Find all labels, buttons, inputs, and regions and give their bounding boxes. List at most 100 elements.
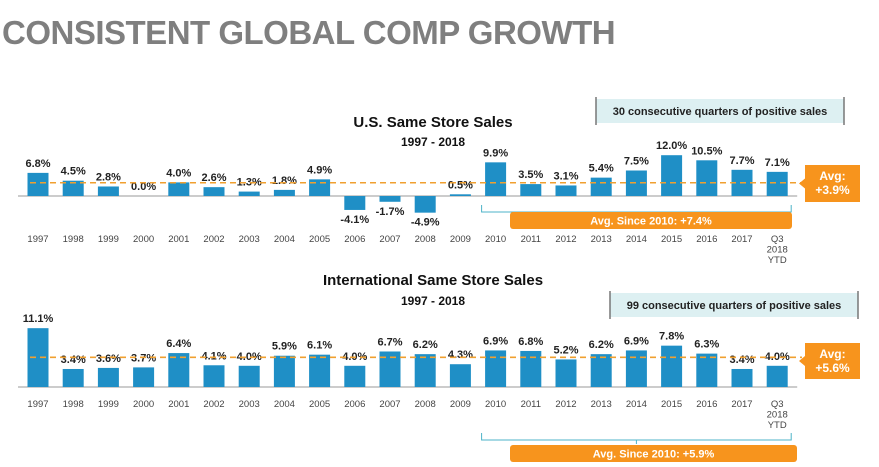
data-label: 7.8% xyxy=(659,331,684,343)
bar xyxy=(590,177,612,196)
bar xyxy=(520,184,542,196)
bar xyxy=(696,160,718,196)
bar xyxy=(449,194,471,196)
bar xyxy=(238,191,260,196)
tick-label: 2007 xyxy=(379,399,400,410)
tick-label: 2003 xyxy=(239,399,260,410)
data-label: 10.5% xyxy=(691,145,722,157)
data-label: 3.6% xyxy=(96,353,121,365)
tick-label: 2005 xyxy=(309,234,330,245)
tick-label: 2008 xyxy=(415,399,436,410)
tick-label: 2013 xyxy=(591,234,612,245)
data-label: 4.0% xyxy=(765,351,790,363)
data-label: 7.1% xyxy=(765,157,790,169)
data-label: 6.8% xyxy=(25,158,50,170)
bar xyxy=(309,179,331,196)
bar xyxy=(62,368,84,387)
since-2010-label: Avg. Since 2010: +7.4% xyxy=(590,216,712,228)
tick-label: 2016 xyxy=(696,234,717,245)
bar xyxy=(273,355,295,387)
average-badge-value: +5.6% xyxy=(815,361,850,375)
tick-label: 1998 xyxy=(63,399,84,410)
tick-label: 1999 xyxy=(98,399,119,410)
data-label: 6.7% xyxy=(377,336,402,348)
data-label: 7.7% xyxy=(729,155,754,167)
chart-title: International Same Store Sales xyxy=(323,272,543,289)
data-label: 4.0% xyxy=(166,167,191,179)
tick-label: Q3 2018 YTD xyxy=(767,234,788,266)
tick-label: 2016 xyxy=(696,399,717,410)
tick-label: 1999 xyxy=(98,234,119,245)
bar xyxy=(344,196,366,210)
data-label: 5.2% xyxy=(553,344,578,356)
bar xyxy=(344,365,366,387)
data-label: -4.9% xyxy=(411,217,440,229)
tick-label: 2007 xyxy=(379,234,400,245)
data-label: 0.5% xyxy=(448,179,473,191)
callout-box xyxy=(596,99,844,123)
bar xyxy=(485,350,507,387)
bar xyxy=(273,189,295,196)
bar xyxy=(520,350,542,387)
bar xyxy=(661,155,683,196)
data-label: 4.3% xyxy=(448,349,473,361)
data-label: 6.4% xyxy=(166,338,191,350)
tick-label: 2017 xyxy=(731,399,752,410)
data-label: -1.7% xyxy=(376,206,405,218)
data-label: 5.9% xyxy=(272,341,297,353)
tick-label: 2001 xyxy=(168,399,189,410)
average-badge xyxy=(799,343,860,379)
tick-label: 2003 xyxy=(239,234,260,245)
tick-label: 2004 xyxy=(274,399,295,410)
data-label: 6.2% xyxy=(413,339,438,351)
tick-label: 2013 xyxy=(591,399,612,410)
bar xyxy=(133,367,155,387)
data-label: 5.4% xyxy=(589,163,614,175)
data-label: 6.1% xyxy=(307,340,332,352)
tick-label: 1998 xyxy=(63,234,84,245)
data-label: 4.1% xyxy=(201,350,226,362)
slide-title: CONSISTENT GLOBAL COMP GROWTH xyxy=(2,14,616,51)
data-label: 3.7% xyxy=(131,352,156,364)
bar xyxy=(379,351,401,387)
bar xyxy=(485,162,507,196)
bar xyxy=(27,328,49,387)
data-label: 1.3% xyxy=(237,177,262,189)
tick-label: 2015 xyxy=(661,234,682,245)
data-label: 12.0% xyxy=(656,140,687,152)
bar xyxy=(27,172,49,196)
bar xyxy=(97,367,119,387)
bar xyxy=(696,353,718,387)
since-2010-bracket xyxy=(481,433,792,444)
tick-label: 2010 xyxy=(485,234,506,245)
tick-label: 2011 xyxy=(521,234,541,245)
tick-label: 2012 xyxy=(555,234,576,245)
data-label: 7.5% xyxy=(624,156,649,168)
data-label: 2.8% xyxy=(96,171,121,183)
data-label: 6.9% xyxy=(624,335,649,347)
data-label: 3.1% xyxy=(553,170,578,182)
tick-label: 2004 xyxy=(274,234,295,245)
bar xyxy=(62,180,84,196)
bar xyxy=(731,368,753,387)
tick-label: 2006 xyxy=(344,234,365,245)
bar xyxy=(766,171,788,196)
average-badge xyxy=(799,165,860,202)
tick-label: 2009 xyxy=(450,399,471,410)
data-label: -4.1% xyxy=(340,214,369,226)
data-label: 4.0% xyxy=(237,351,262,363)
data-label: 4.5% xyxy=(61,166,86,178)
average-badge-label: Avg: xyxy=(819,169,845,183)
data-label: 3.4% xyxy=(729,354,754,366)
data-label: 6.9% xyxy=(483,335,508,347)
tick-label: 2005 xyxy=(309,399,330,410)
tick-label: Q3 2018 YTD xyxy=(767,399,788,431)
tick-label: 2000 xyxy=(133,399,154,410)
callout-box xyxy=(610,293,858,317)
data-label: 3.4% xyxy=(61,354,86,366)
bar xyxy=(555,185,577,196)
bar xyxy=(449,364,471,387)
tick-label: 2002 xyxy=(203,234,224,245)
chart-subtitle: 1997 - 2018 xyxy=(401,135,465,149)
